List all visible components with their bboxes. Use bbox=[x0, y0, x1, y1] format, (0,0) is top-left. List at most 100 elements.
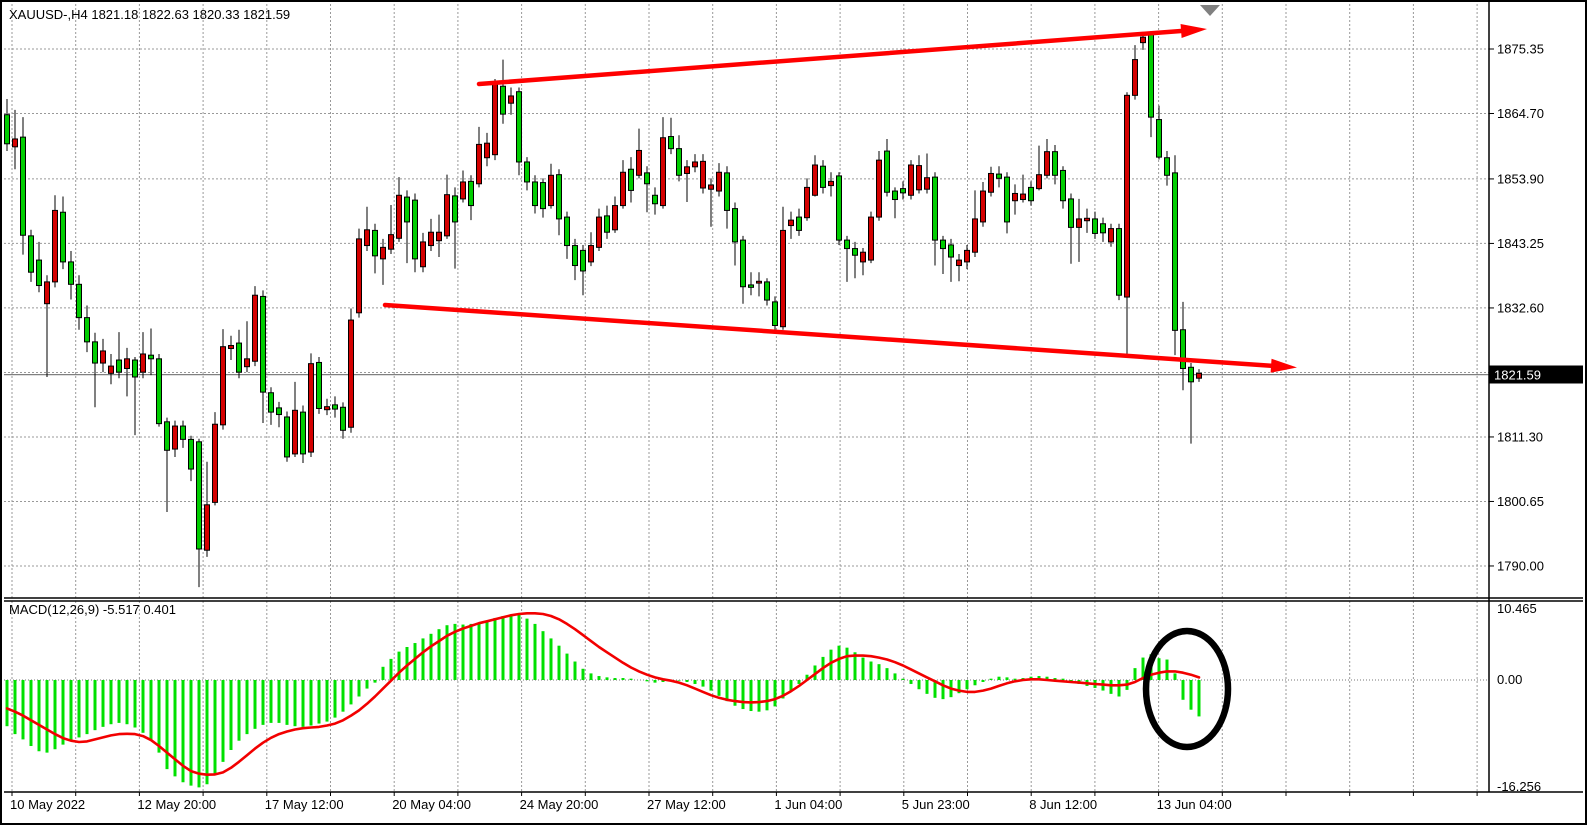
candle-body bbox=[1124, 94, 1130, 298]
candle-body bbox=[580, 249, 586, 272]
candle-body bbox=[516, 91, 522, 163]
candle-body bbox=[876, 159, 882, 218]
candle-body bbox=[612, 205, 618, 231]
candle-body bbox=[508, 95, 514, 104]
main-chart-gridlines bbox=[4, 4, 1489, 598]
candle-body bbox=[492, 82, 498, 156]
candle-body bbox=[68, 261, 74, 285]
candle-body bbox=[1100, 223, 1106, 234]
candle-body bbox=[708, 184, 714, 190]
candle-body bbox=[972, 218, 978, 253]
candlestick-series[interactable] bbox=[4, 31, 1202, 588]
upper-resistance-arrow bbox=[476, 28, 1184, 87]
candle-body bbox=[380, 246, 386, 260]
candle-body bbox=[1188, 366, 1194, 383]
macd-signal-line[interactable] bbox=[5, 611, 1201, 777]
candle-body bbox=[748, 284, 754, 288]
candle-body bbox=[556, 174, 562, 220]
candle-body bbox=[156, 358, 162, 425]
macd-histogram bbox=[5, 614, 1201, 788]
candle-body bbox=[660, 137, 666, 207]
upper-resistance-arrow-head bbox=[1180, 23, 1207, 38]
candle-body bbox=[1180, 329, 1186, 370]
trendline-annotations[interactable] bbox=[382, 23, 1297, 373]
candle-body bbox=[532, 181, 538, 207]
candle-body bbox=[636, 149, 642, 176]
macd-axis-label: 10.465 bbox=[1497, 601, 1537, 616]
candle-body bbox=[844, 239, 850, 250]
candle-body bbox=[484, 142, 490, 159]
candle-body bbox=[564, 216, 570, 247]
macd-ellipse-annotation[interactable] bbox=[1142, 627, 1232, 751]
candle-body bbox=[1060, 169, 1066, 202]
candle-body bbox=[780, 229, 786, 328]
price-axis-label: 1843.25 bbox=[1497, 236, 1544, 251]
candle-body bbox=[340, 406, 346, 431]
macd-axis-label: 0.00 bbox=[1497, 672, 1522, 687]
candle-body bbox=[1196, 372, 1202, 379]
candle-body bbox=[988, 172, 994, 193]
candle-body bbox=[28, 235, 34, 273]
candle-body bbox=[84, 317, 90, 343]
candle-body bbox=[652, 194, 658, 205]
candle-body bbox=[684, 166, 690, 174]
candle-body bbox=[644, 172, 650, 185]
time-axis-label: 5 Jun 23:00 bbox=[902, 797, 970, 812]
lower-support-arrow-head bbox=[1270, 358, 1297, 373]
candle-body bbox=[1044, 151, 1050, 176]
candle-body bbox=[100, 350, 106, 364]
candle-body bbox=[980, 190, 986, 223]
candle-body bbox=[668, 136, 674, 150]
time-axis-label: 10 May 2022 bbox=[10, 797, 85, 812]
candle-body bbox=[188, 438, 194, 470]
candle-body bbox=[372, 229, 378, 257]
candle-body bbox=[908, 164, 914, 196]
candle-body bbox=[788, 219, 794, 227]
candle-body bbox=[1028, 186, 1034, 202]
candle-body bbox=[468, 180, 474, 207]
candle-body bbox=[1052, 151, 1058, 176]
price-axis-label: 1811.30 bbox=[1497, 429, 1543, 444]
price-axis-label: 1864.70 bbox=[1497, 106, 1544, 121]
candle-body bbox=[724, 172, 730, 211]
time-axis-label: 27 May 12:00 bbox=[647, 797, 726, 812]
time-axis-label: 12 May 20:00 bbox=[137, 797, 216, 812]
candle-body bbox=[1076, 218, 1082, 228]
candle-body bbox=[964, 249, 970, 263]
candle-body bbox=[740, 239, 746, 288]
macd-axis-label: -16.256 bbox=[1497, 779, 1541, 794]
candle-body bbox=[452, 195, 458, 223]
macd-gridlines bbox=[4, 601, 1489, 792]
time-axis[interactable]: 10 May 2022 12 May 20:00 17 May 12:00 20 Ma… bbox=[10, 792, 1478, 812]
time-axis-label: 24 May 20:00 bbox=[520, 797, 599, 812]
candle-body bbox=[1068, 198, 1074, 228]
time-axis-label: 20 May 04:00 bbox=[392, 797, 471, 812]
candle-body bbox=[428, 231, 434, 247]
current-price-badge-value: 1821.59 bbox=[1494, 368, 1541, 383]
lower-support-arrow bbox=[382, 302, 1274, 368]
candle-body bbox=[292, 409, 298, 455]
candle-body bbox=[348, 319, 354, 428]
candle-body bbox=[732, 208, 738, 243]
candle-body bbox=[404, 196, 410, 223]
candle-body bbox=[260, 295, 266, 393]
candle-body bbox=[420, 241, 426, 268]
candle-body bbox=[52, 209, 58, 283]
candle-body bbox=[76, 283, 82, 319]
candle-body bbox=[892, 190, 898, 201]
candle-body bbox=[436, 231, 442, 242]
candle-body bbox=[860, 251, 866, 263]
candle-body bbox=[60, 211, 66, 263]
candle-body bbox=[764, 281, 770, 301]
candle-body bbox=[948, 244, 954, 258]
chart-title: XAUUSD-,H4 1821.18 1822.63 1820.33 1821.… bbox=[9, 7, 290, 22]
chart-shift-marker-icon[interactable] bbox=[1200, 5, 1220, 16]
candle-body bbox=[996, 173, 1002, 179]
price-axis-label: 1853.90 bbox=[1497, 171, 1544, 186]
candle-body bbox=[108, 365, 114, 374]
candle-body bbox=[236, 342, 242, 373]
candle-body bbox=[1012, 192, 1018, 202]
price-axis[interactable]: 1875.35 1864.70 1853.90 1843.25 1832.60 1811.… bbox=[1489, 42, 1544, 574]
